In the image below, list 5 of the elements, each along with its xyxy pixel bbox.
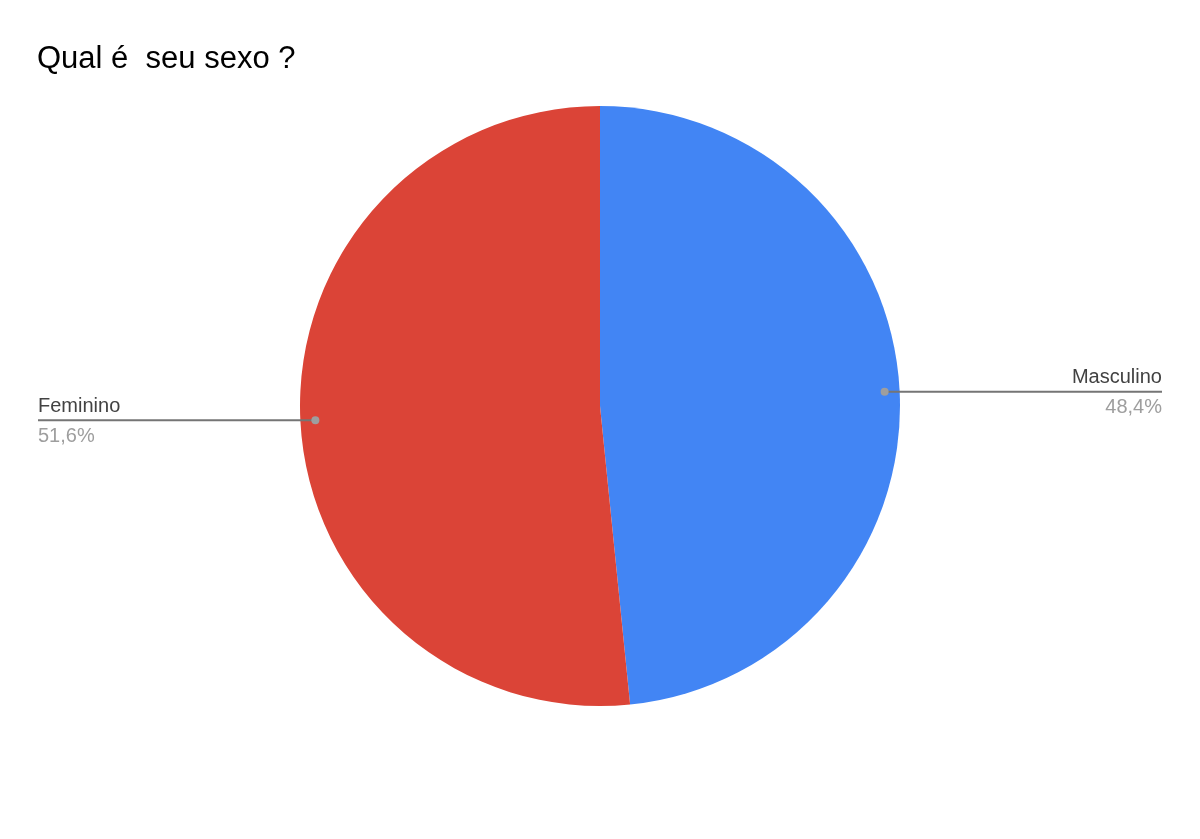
data-label: 48,4% xyxy=(1105,395,1163,418)
data-label: 51,6% xyxy=(38,423,95,446)
chart-title: Qual é seu sexo ? xyxy=(37,40,296,76)
slice-label: Masculino xyxy=(1071,365,1162,388)
slice-label: Feminino xyxy=(38,393,121,416)
